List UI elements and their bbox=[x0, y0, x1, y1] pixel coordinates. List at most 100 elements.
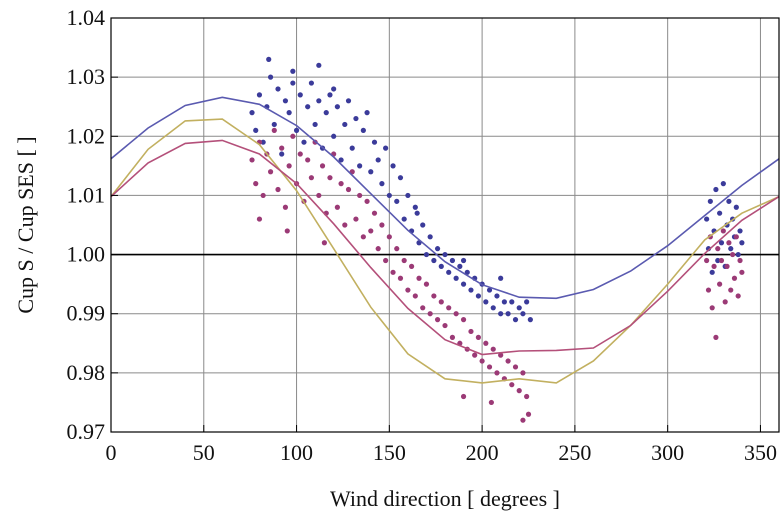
scatter-point-series-1 bbox=[414, 210, 420, 216]
scatter-point-series-1 bbox=[505, 311, 511, 317]
scatter-point-series-2 bbox=[486, 364, 493, 370]
scatter-point-series-2 bbox=[386, 234, 392, 240]
scatter-point-series-2 bbox=[524, 393, 530, 400]
scatter-point-series-1 bbox=[420, 222, 426, 228]
scatter-point-series-1 bbox=[512, 317, 519, 323]
y-tick-label: 1.03 bbox=[67, 64, 106, 89]
scatter-point-series-2 bbox=[353, 216, 359, 222]
scatter-point-series-2 bbox=[357, 192, 363, 199]
scatter-point-series-2 bbox=[475, 334, 481, 340]
scatter-point-series-2 bbox=[316, 192, 322, 199]
scatter-point-series-2 bbox=[479, 358, 485, 364]
scatter-point-series-1 bbox=[720, 181, 726, 187]
scatter-point-series-2 bbox=[468, 328, 474, 335]
scatter-point-series-1 bbox=[717, 210, 723, 216]
scatter-point-series-1 bbox=[364, 110, 370, 116]
scatter-point-series-1 bbox=[301, 139, 307, 145]
scatter-point-series-1 bbox=[397, 175, 404, 181]
scatter-point-series-2 bbox=[297, 151, 303, 157]
scatter-point-series-2 bbox=[416, 275, 422, 281]
scatter-point-series-2 bbox=[722, 299, 728, 305]
scatter-point-series-2 bbox=[731, 275, 738, 281]
scatter-point-series-1 bbox=[338, 157, 344, 163]
scatter-point-series-2 bbox=[709, 305, 715, 311]
scatter-point-series-1 bbox=[737, 228, 743, 234]
scatter-point-series-2 bbox=[705, 287, 712, 293]
fit-curve-1 bbox=[110, 96, 780, 300]
scatter-point-series-1 bbox=[286, 110, 292, 116]
scatter-point-series-2 bbox=[449, 334, 456, 340]
scatter-point-series-2 bbox=[394, 246, 400, 252]
scatter-point-series-2 bbox=[704, 257, 710, 264]
scatter-point-series-1 bbox=[423, 251, 430, 258]
x-axis-title: Wind direction [ degrees ] bbox=[330, 486, 560, 511]
scatter-point-series-1 bbox=[312, 121, 318, 128]
plot-frame bbox=[110, 17, 780, 433]
scatter-point-series-1 bbox=[498, 275, 504, 281]
x-tick-label: 50 bbox=[193, 440, 215, 465]
scatter-point-series-2 bbox=[488, 399, 494, 406]
scatter-point-series-2 bbox=[737, 257, 743, 264]
scatter-point-series-1 bbox=[735, 251, 741, 258]
scatter-point-series-1 bbox=[323, 110, 329, 116]
scatter-point-series-2 bbox=[735, 293, 741, 299]
scatter-point-series-2 bbox=[733, 234, 739, 240]
scatter-point-series-1 bbox=[267, 74, 274, 80]
scatter-point-series-1 bbox=[394, 198, 400, 204]
scatter-point-series-1 bbox=[442, 251, 448, 258]
scatter-point-series-2 bbox=[434, 317, 441, 323]
scatter-point-series-1 bbox=[316, 98, 322, 104]
scatter-point-series-2 bbox=[338, 181, 344, 187]
fit-curves bbox=[110, 96, 780, 384]
scatter-points bbox=[249, 56, 745, 423]
scatter-point-series-2 bbox=[483, 340, 489, 346]
scatter-point-series-1 bbox=[290, 80, 296, 86]
scatter-point-series-2 bbox=[368, 228, 374, 234]
scatter-point-series-1 bbox=[357, 163, 363, 169]
scatter-point-series-2 bbox=[282, 204, 289, 210]
scatter-point-series-1 bbox=[520, 311, 526, 317]
plot-background bbox=[111, 18, 779, 432]
y-tick-label: 0.97 bbox=[67, 419, 106, 444]
scatter-point-series-2 bbox=[290, 133, 296, 139]
scatter-point-series-2 bbox=[383, 257, 389, 264]
scatter-point-series-1 bbox=[305, 104, 311, 110]
scatter-point-series-2 bbox=[279, 145, 285, 151]
scatter-point-series-2 bbox=[405, 287, 411, 293]
scatter-point-series-2 bbox=[284, 228, 290, 234]
scatter-point-series-2 bbox=[360, 234, 366, 240]
scatter-point-series-1 bbox=[297, 92, 303, 98]
x-tick-label: 200 bbox=[466, 440, 499, 465]
scatter-point-series-2 bbox=[286, 163, 292, 169]
x-tick-label: 300 bbox=[651, 440, 684, 465]
scatter-point-series-2 bbox=[728, 287, 734, 293]
scatter-point-series-1 bbox=[457, 263, 463, 269]
scatter-point-series-1 bbox=[345, 98, 352, 104]
scatter-point-series-1 bbox=[266, 56, 272, 63]
scatter-point-series-2 bbox=[512, 364, 519, 370]
scatter-point-series-1 bbox=[438, 263, 444, 269]
scatter-point-series-2 bbox=[308, 175, 314, 181]
scatter-point-series-1 bbox=[271, 121, 277, 128]
scatter-point-series-1 bbox=[718, 240, 725, 246]
scatter-point-series-1 bbox=[509, 299, 515, 305]
scatter-point-series-1 bbox=[715, 257, 721, 264]
scatter-point-series-1 bbox=[524, 299, 530, 305]
scatter-point-series-1 bbox=[460, 281, 467, 287]
y-tick-label: 1.04 bbox=[67, 5, 106, 30]
scatter-point-series-2 bbox=[525, 411, 532, 417]
scatter-point-series-1 bbox=[449, 257, 456, 264]
scatter-point-series-2 bbox=[342, 222, 348, 228]
scatter-point-series-1 bbox=[468, 287, 474, 293]
scatter-point-series-2 bbox=[327, 175, 333, 181]
scatter-point-series-1 bbox=[249, 110, 255, 116]
scatter-point-series-1 bbox=[327, 92, 333, 98]
scatter-point-series-1 bbox=[713, 186, 719, 193]
x-tick-label: 250 bbox=[558, 440, 591, 465]
scatter-point-series-2 bbox=[397, 275, 404, 281]
scatter-point-series-2 bbox=[720, 228, 726, 234]
scatter-point-series-1 bbox=[431, 257, 437, 264]
scatter-point-series-2 bbox=[438, 299, 444, 305]
scatter-point-series-1 bbox=[739, 240, 745, 246]
